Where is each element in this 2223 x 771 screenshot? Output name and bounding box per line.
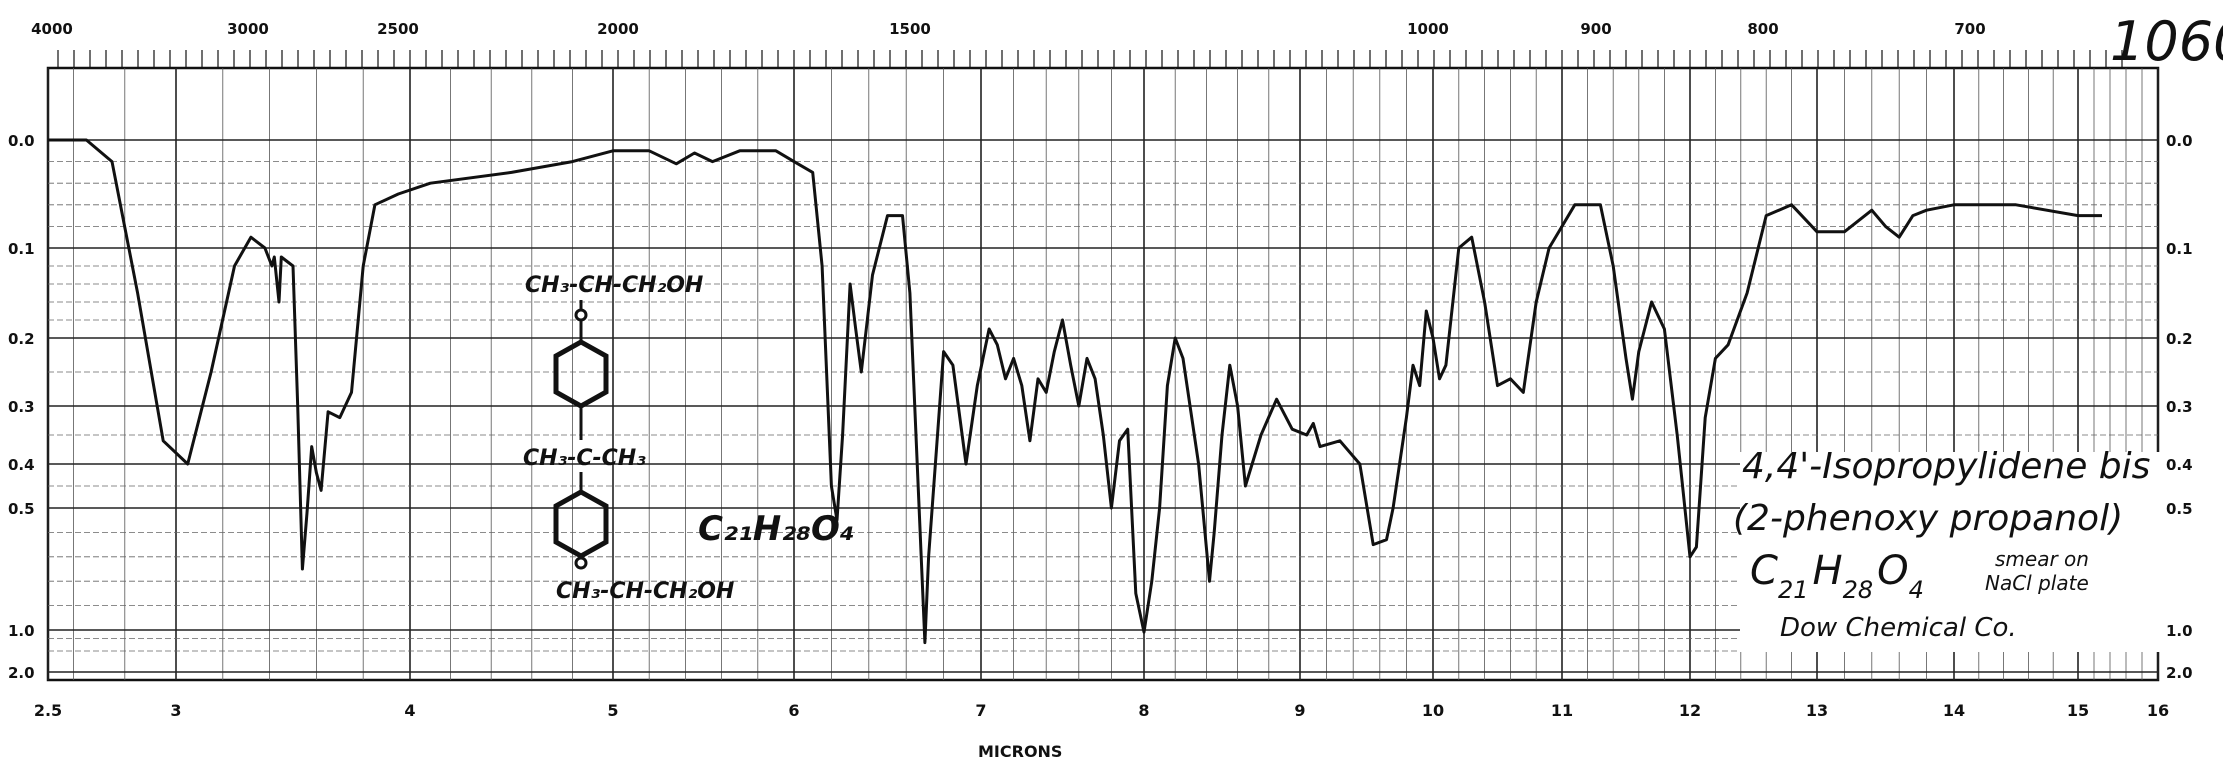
oxygen-atom-bottom — [574, 556, 588, 570]
sample-prep-line2: NaCl plate — [1985, 571, 2089, 595]
left-tick-label: 0.0 — [8, 132, 35, 150]
bottom-tick-label: 2.5 — [34, 701, 62, 720]
structure-diagram: CH₃-CH-CH₂OH CH₃-C-CH₃ CH₃-CH-CH₂OH C₂₁H… — [523, 273, 855, 604]
data-source: Dow Chemical Co. — [1780, 613, 2017, 643]
top-tick-label: 4000 — [31, 20, 73, 38]
bottom-micron-axis: 2.5 3 4 5 6 7 8 9 10 11 12 13 14 15 16 — [34, 701, 2169, 720]
x-axis-label: MICRONS — [978, 742, 1062, 761]
annotation-backing — [1740, 452, 2160, 652]
bottom-tick-label: 14 — [1943, 701, 1965, 720]
structure-formula: C₂₁H₂₈O₄ — [698, 509, 855, 549]
bottom-tick-label: 3 — [170, 701, 181, 720]
top-tick-label: 2500 — [377, 20, 419, 38]
bottom-tick-label: 11 — [1551, 701, 1573, 720]
bottom-tick-label: 9 — [1294, 701, 1305, 720]
right-tick-label: 1.0 — [2166, 622, 2193, 640]
top-tick-label: 1500 — [889, 20, 931, 38]
left-tick-label: 0.5 — [8, 500, 35, 518]
sample-prep-line1: smear on — [1995, 547, 2089, 571]
left-tick-label: 1.0 — [8, 622, 35, 640]
top-wavenumber-axis: 4000 3000 2500 2000 1500 1000 900 800 700 — [31, 20, 1986, 38]
bottom-tick-label: 15 — [2067, 701, 2089, 720]
right-tick-label: 0.5 — [2166, 500, 2193, 518]
right-tick-label: 0.2 — [2166, 330, 2193, 348]
grid — [47, 50, 2159, 680]
bottom-tick-label: 6 — [788, 701, 799, 720]
bottom-tick-label: 7 — [975, 701, 986, 720]
right-tick-label: 2.0 — [2166, 664, 2193, 682]
top-tick-label: 800 — [1747, 20, 1778, 38]
top-tick-label: 900 — [1580, 20, 1611, 38]
top-tick-label: 2000 — [597, 20, 639, 38]
top-tick-label: 700 — [1954, 20, 1985, 38]
bottom-tick-label: 12 — [1679, 701, 1701, 720]
sheet-number: 1060 — [2110, 10, 2223, 73]
molecular-formula: C21 H28 O4 — [1750, 548, 1924, 604]
structure-bottom-label: CH₃-CH-CH₂OH — [556, 579, 734, 604]
left-tick-label: 0.2 — [8, 330, 35, 348]
compound-name-line1: 4,4'-Isopropylidene bis — [1742, 446, 2150, 487]
right-absorbance-axis: 0.0 0.1 0.2 0.3 0.4 0.5 1.0 2.0 — [2166, 132, 2193, 682]
left-tick-label: 0.4 — [8, 456, 35, 474]
right-tick-label: 0.1 — [2166, 240, 2193, 258]
bottom-tick-label: 13 — [1806, 701, 1828, 720]
right-tick-label: 0.3 — [2166, 398, 2193, 416]
left-tick-label: 0.3 — [8, 398, 35, 416]
spectrum-line — [48, 138, 2102, 645]
top-tick-label: 3000 — [227, 20, 269, 38]
left-absorbance-axis: 0.0 0.1 0.2 0.3 0.4 0.5 1.0 2.0 — [8, 132, 35, 682]
compound-annotation: 4,4'-Isopropylidene bis (2-phenoxy propa… — [1733, 446, 2150, 643]
benzene-ring-bottom — [553, 489, 609, 559]
right-tick-label: 0.4 — [2166, 456, 2193, 474]
bottom-tick-label: 8 — [1138, 701, 1149, 720]
left-tick-label: 0.1 — [8, 240, 35, 258]
right-tick-label: 0.0 — [2166, 132, 2193, 150]
bottom-tick-label: 5 — [607, 701, 618, 720]
structure-mid-label: CH₃-C-CH₃ — [523, 446, 646, 471]
bottom-tick-label: 10 — [1422, 701, 1444, 720]
left-tick-label: 2.0 — [8, 664, 35, 682]
bottom-tick-label: 16 — [2147, 701, 2169, 720]
bottom-tick-label: 4 — [404, 701, 415, 720]
compound-name-line2: (2-phenoxy propanol) — [1733, 498, 2123, 539]
structure-top-label: CH₃-CH-CH₂OH — [525, 273, 703, 298]
top-tick-label: 1000 — [1407, 20, 1449, 38]
